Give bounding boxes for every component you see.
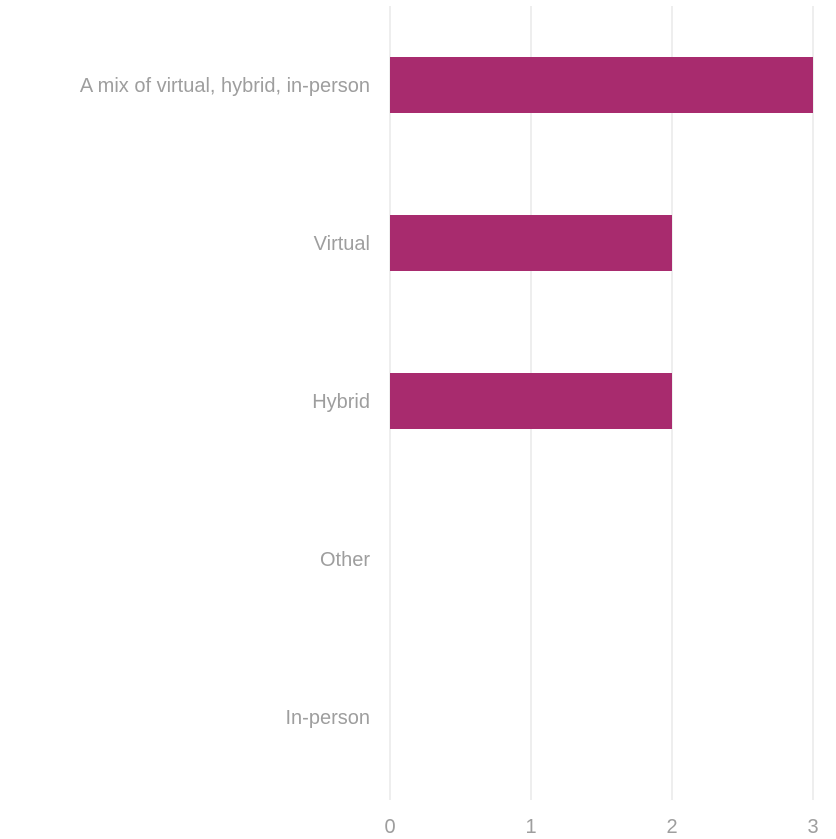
- x-tick-label: 1: [525, 816, 536, 838]
- category-label: Virtual: [314, 233, 370, 255]
- x-tick-label: 2: [666, 816, 677, 838]
- bar-2: [390, 373, 672, 429]
- x-tick-label: 0: [384, 816, 395, 838]
- category-label: Other: [320, 549, 370, 571]
- bars: [390, 57, 813, 429]
- category-label: A mix of virtual, hybrid, in-person: [80, 75, 370, 97]
- x-tick-label: 3: [807, 816, 818, 838]
- x-tick-labels: 0 1 2 3: [384, 816, 818, 838]
- category-label: In-person: [286, 707, 371, 729]
- bar-1: [390, 215, 672, 271]
- bar-0: [390, 57, 813, 113]
- category-labels: A mix of virtual, hybrid, in-person Virtu…: [80, 75, 370, 729]
- category-label: Hybrid: [312, 391, 370, 413]
